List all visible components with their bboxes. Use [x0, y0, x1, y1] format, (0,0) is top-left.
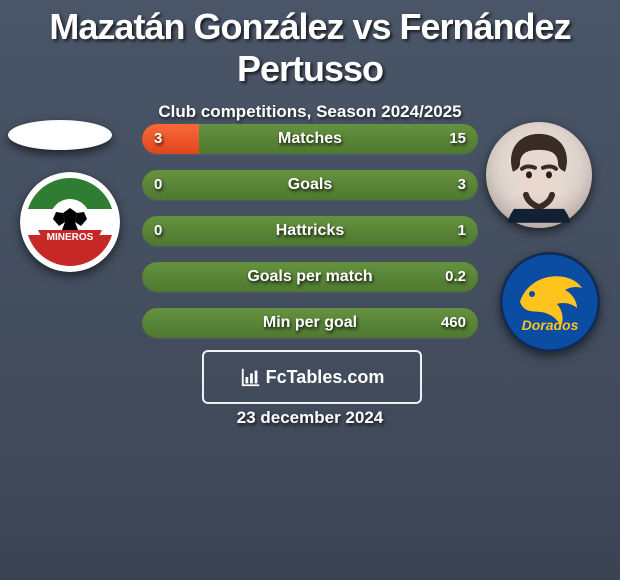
stat-value-right: 460 — [441, 308, 466, 338]
title-left: Mazatán González — [49, 6, 343, 47]
club-right-logo: Dorados — [500, 252, 600, 352]
stat-label: Goals — [142, 170, 478, 200]
date-line: 23 december 2024 — [0, 408, 620, 428]
brand-box[interactable]: FcTables.com — [202, 350, 422, 404]
stat-value-right: 1 — [458, 216, 466, 246]
stat-value-right: 0.2 — [445, 262, 466, 292]
stat-row: Goals per match0.2 — [142, 262, 478, 292]
club-right-label: Dorados — [522, 317, 579, 333]
stat-value-left: 0 — [154, 216, 162, 246]
stat-value-left: 3 — [154, 124, 162, 154]
stat-row: Matches3 15 — [142, 124, 478, 154]
page-title: Mazatán González vs Fernández Pertusso — [0, 0, 620, 90]
title-vs: vs — [343, 6, 399, 47]
stat-label: Min per goal — [142, 308, 478, 338]
stat-value-left: 0 — [154, 170, 162, 200]
stat-label: Matches — [142, 124, 478, 154]
club-left-logo: MINEROS — [20, 172, 120, 272]
stat-value-right: 3 — [458, 170, 466, 200]
brand-text: FcTables.com — [266, 367, 385, 388]
stat-row: Hattricks0 1 — [142, 216, 478, 246]
bar-chart-icon — [240, 366, 262, 388]
club-left-banner-text: MINEROS — [47, 232, 94, 243]
stat-row: Min per goal460 — [142, 308, 478, 338]
stat-value-right: 15 — [449, 124, 466, 154]
player-left-photo — [8, 120, 112, 150]
stats-bars: Matches315Goals03Hattricks01Goals per ma… — [142, 124, 478, 354]
player-right-photo — [486, 122, 592, 228]
stat-row: Goals0 3 — [142, 170, 478, 200]
stat-label: Hattricks — [142, 216, 478, 246]
player-head-icon — [496, 131, 582, 223]
stat-label: Goals per match — [142, 262, 478, 292]
subtitle: Club competitions, Season 2024/2025 — [0, 102, 620, 122]
